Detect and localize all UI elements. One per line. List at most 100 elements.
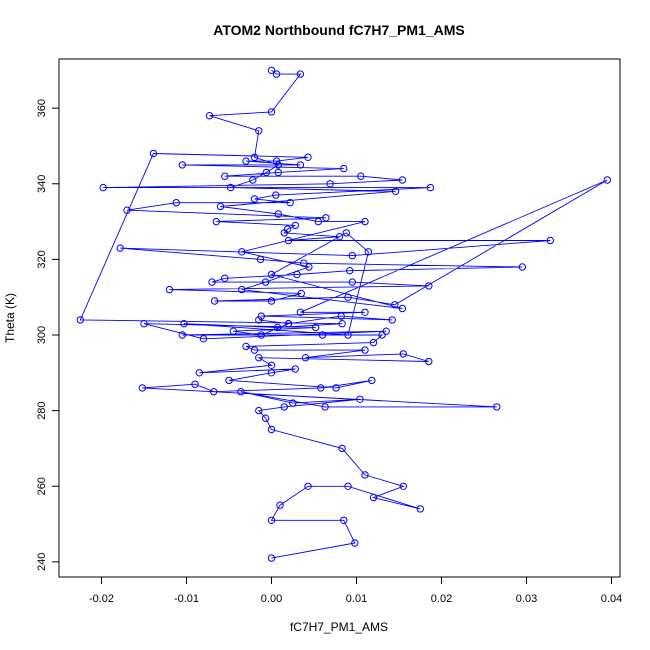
x-tick-label: 0.03 (516, 593, 537, 605)
data-point (267, 425, 276, 434)
data-point (338, 320, 346, 328)
data-point (322, 214, 330, 222)
data-point (289, 399, 297, 407)
data-point (172, 199, 181, 207)
data-point (280, 403, 288, 411)
x-axis-label: fC7H7_PM1_AMS (290, 620, 388, 634)
data-point (178, 161, 187, 169)
data-point (178, 331, 187, 339)
data-point (493, 403, 501, 411)
data-point (291, 221, 299, 230)
data-point (250, 195, 259, 203)
series-line (79, 69, 608, 559)
y-tick-label: 240 (36, 553, 48, 571)
data-point (425, 357, 433, 366)
data-point (291, 365, 299, 373)
data-point (255, 354, 263, 362)
y-axis: 240 260 280 300 320 340 360 (36, 99, 60, 571)
data-point (284, 236, 293, 245)
data-point (416, 505, 424, 513)
y-tick-label: 280 (36, 401, 48, 419)
data-point (262, 168, 271, 177)
data-point (255, 127, 263, 135)
data-point (326, 180, 334, 188)
data-point (317, 384, 325, 392)
data-point (165, 285, 174, 294)
data-point (140, 320, 148, 328)
data-point (304, 482, 312, 490)
data-point (208, 278, 216, 286)
data-point (272, 70, 281, 78)
data-point (225, 376, 233, 385)
data-point (261, 414, 270, 422)
data-point (261, 278, 270, 286)
data-point (382, 327, 390, 335)
data-point (286, 199, 294, 207)
data-point (274, 161, 282, 169)
data-point (361, 471, 369, 479)
data-point (216, 202, 225, 211)
data-point (399, 350, 407, 358)
data-point (348, 278, 356, 286)
data-point (344, 331, 352, 339)
data-point (250, 153, 259, 162)
data-point (274, 168, 282, 177)
data-point (250, 346, 259, 354)
chart-title: ATOM2 Northbound fC7H7_PM1_AMS (213, 22, 465, 38)
data-point (426, 183, 435, 192)
data-point (238, 248, 246, 256)
data-point (399, 482, 407, 490)
y-tick-label: 320 (36, 250, 48, 268)
y-tick-label: 260 (36, 477, 48, 495)
data-point (425, 282, 433, 290)
data-point (368, 376, 376, 385)
y-axis-label: Theta (K) (3, 293, 17, 343)
data-point (267, 297, 276, 305)
data-point (227, 183, 235, 192)
data-point (318, 331, 327, 339)
data-point (212, 217, 221, 226)
data-point (149, 149, 158, 158)
data-point (123, 206, 131, 214)
data-point (361, 217, 369, 226)
data-point (304, 153, 312, 162)
data-point (342, 229, 350, 237)
data-point (255, 406, 263, 415)
data-point (272, 157, 281, 165)
data-point (348, 251, 356, 260)
data-point (300, 259, 308, 267)
data-point (344, 293, 352, 301)
data-point (138, 384, 147, 392)
data-point (369, 338, 378, 347)
data-point (284, 320, 293, 328)
data-point (321, 403, 329, 411)
data-point (267, 108, 276, 116)
data-point (337, 312, 345, 320)
data-point (210, 297, 219, 305)
data-point (242, 157, 250, 165)
data-point (76, 316, 85, 324)
data-point (518, 263, 526, 271)
data-point (603, 176, 611, 184)
data-point (398, 176, 407, 184)
data-point (312, 323, 320, 332)
data-point (191, 380, 199, 388)
data-point (267, 554, 276, 562)
data-point (267, 369, 276, 377)
data-point (221, 172, 229, 180)
data-point (296, 308, 305, 316)
data-point (249, 176, 257, 184)
data-point (237, 388, 245, 396)
data-point (283, 225, 292, 233)
x-tick-label: 0.01 (346, 593, 367, 605)
data-point (293, 270, 301, 279)
data-point (369, 493, 378, 502)
data-point (546, 236, 554, 245)
x-tick-label: 0.04 (601, 593, 622, 605)
data-point (242, 342, 250, 351)
data-point (361, 308, 369, 316)
data-point (332, 384, 340, 392)
data-point (221, 274, 229, 282)
data-point (305, 263, 313, 271)
data-point (391, 187, 400, 196)
